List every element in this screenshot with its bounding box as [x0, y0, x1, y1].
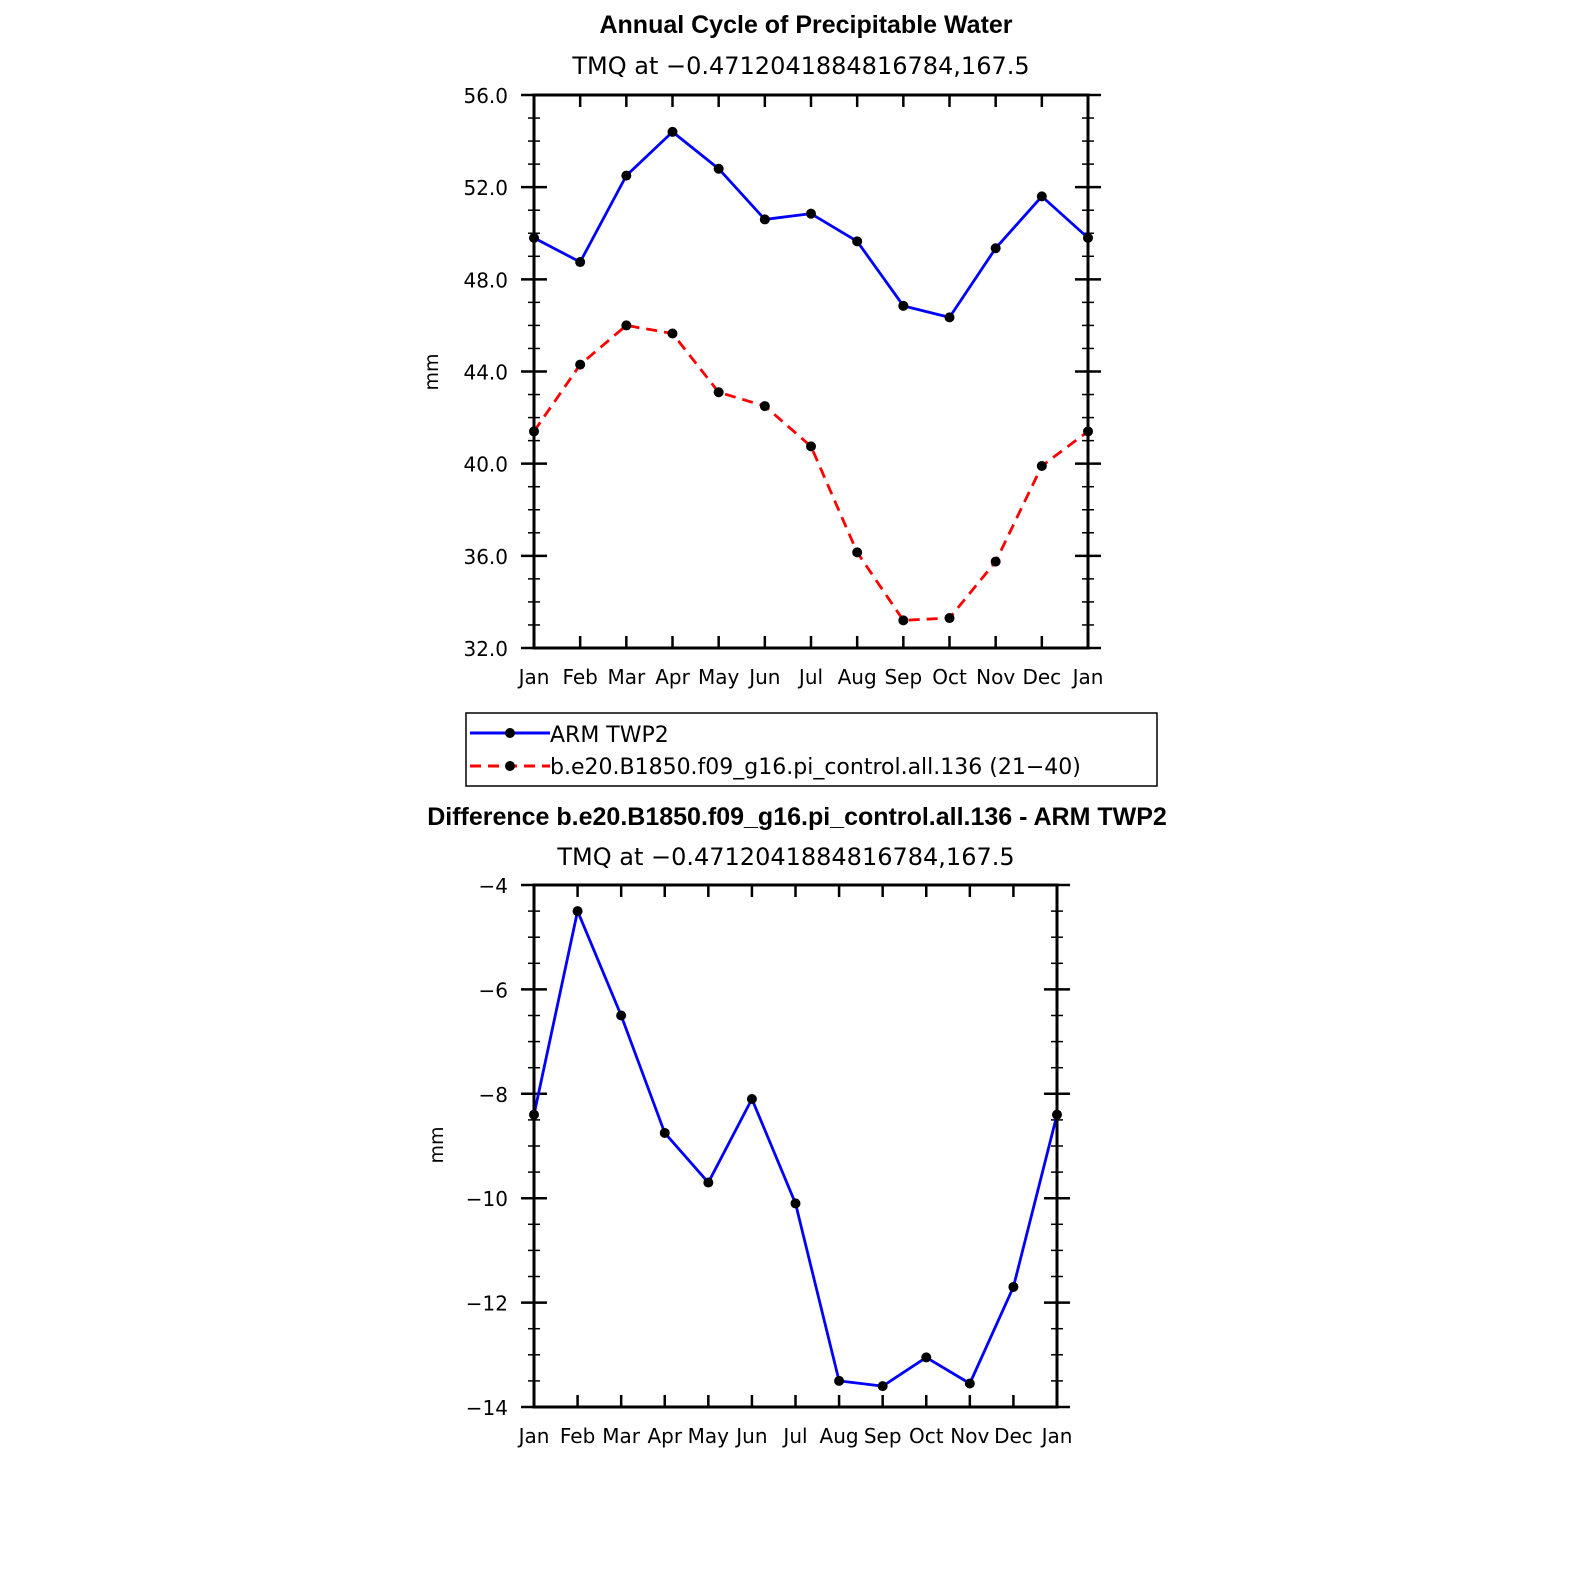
chart2-series-0-line — [532, 909, 1059, 1388]
chart1-x-tick-label: Dec — [1022, 665, 1061, 689]
chart1-series-0-point — [759, 214, 770, 225]
chart2-series-0-point — [572, 906, 583, 917]
chart2-x-tick-label: Mar — [602, 1424, 641, 1448]
legend-label-model: b.e20.B1850.f09_g16.pi_control.all.136 (… — [550, 755, 1081, 780]
chart1-x-tick-label: Nov — [976, 665, 1015, 689]
chart1-series-1-point — [990, 556, 1001, 567]
chart2-x-tick-label: Jun — [734, 1424, 767, 1448]
chart1-series-1-point — [944, 613, 955, 624]
chart1-x-tick-label: Oct — [932, 665, 967, 689]
chart1-x-tick-label: Jul — [797, 665, 823, 689]
chart1-series-1-point — [621, 320, 632, 331]
chart2-x-tick-label: Dec — [994, 1424, 1033, 1448]
chart1-plot-frame — [532, 93, 1090, 650]
chart2-x-tick-label: Jan — [517, 1424, 550, 1448]
chart1-series-0-point — [621, 170, 632, 181]
legend-marker-arm — [505, 728, 515, 738]
chart1-series-1-point — [667, 328, 678, 339]
chart2-y-tick-label: −4 — [479, 874, 508, 898]
chart1-x-tick-label: Apr — [655, 665, 690, 689]
chart2-x-tick-label: Feb — [560, 1424, 595, 1448]
chart1-x-tick-label: May — [698, 665, 740, 689]
chart2-y-axis-label: mm — [426, 1126, 448, 1163]
chart2-series-0-point — [834, 1375, 845, 1386]
chart1-x-tick-label: Jan — [1071, 665, 1104, 689]
chart1-series-1-point — [575, 359, 586, 370]
chart1-x-tick-label: Jan — [517, 665, 550, 689]
chart2-title: Difference b.e20.B1850.f09_g16.pi_contro… — [427, 803, 1167, 831]
chart1-series-1-line — [532, 324, 1089, 622]
chart2-y-tick-label: −14 — [466, 1396, 508, 1420]
chart1-y-tick-label: 36.0 — [463, 545, 508, 569]
chart2-x-tick-label: Jan — [1040, 1424, 1073, 1448]
chart1-x-tick-label: Feb — [562, 665, 597, 689]
chart1-x-tick-label: Sep — [884, 665, 922, 689]
chart2-x-tick-label: Nov — [950, 1424, 989, 1448]
chart1-x-tick-label: Aug — [838, 665, 877, 689]
chart1-y-tick-label: 44.0 — [463, 361, 508, 385]
chart2-series-0-point — [659, 1127, 670, 1138]
chart2-y-tick-label: −6 — [479, 978, 508, 1002]
chart1-series-1-point — [713, 387, 724, 398]
chart1-y-tick-label: 40.0 — [463, 453, 508, 477]
chart1-series-1-point — [806, 441, 816, 452]
chart2-plot-frame — [532, 883, 1059, 1409]
chart2-series-0-point — [616, 1010, 627, 1021]
chart2-y-tick-label: −12 — [466, 1292, 508, 1316]
chart1-x-tick-label: Jun — [747, 665, 780, 689]
chart1-series-0-point — [575, 257, 586, 268]
chart2-x-tick-label: Oct — [909, 1424, 944, 1448]
chart1-series-0-point — [713, 163, 724, 174]
chart2-x-tick-label: Jul — [781, 1424, 807, 1448]
chart2-y-tick-label: −10 — [466, 1187, 508, 1211]
annual-cycle-chart: Annual Cycle of Precipitable Water TMQ a… — [421, 11, 1103, 689]
legend-box — [465, 712, 1158, 787]
chart1-series-0-point — [852, 236, 863, 247]
chart1-title: Annual Cycle of Precipitable Water — [599, 11, 1012, 39]
chart1-y-axis-label: mm — [421, 353, 443, 390]
chart2-series-0-point — [877, 1381, 888, 1392]
chart2-subtitle: TMQ at −0.4712041884816784,167.5 — [556, 843, 1014, 871]
chart2-series-0-point — [703, 1177, 714, 1188]
chart1-legend: ARM TWP2 b.e20.B1850.f09_g16.pi_control.… — [465, 712, 1158, 787]
chart1-y-tick-label: 48.0 — [463, 268, 508, 292]
chart1-subtitle: TMQ at −0.4712041884816784,167.5 — [571, 52, 1029, 80]
chart2-y-tick-label: −8 — [479, 1083, 508, 1107]
chart2-x-tick-label: Sep — [864, 1424, 902, 1448]
chart1-series-0-point — [990, 243, 1001, 254]
chart2-series-0-point — [746, 1094, 757, 1105]
chart1-series-0-point — [806, 208, 816, 219]
chart1-y-tick-label: 56.0 — [463, 84, 508, 108]
chart1-series-0-point — [667, 126, 678, 137]
legend-label-arm: ARM TWP2 — [550, 723, 669, 748]
chart1-series-0-point — [944, 312, 955, 323]
chart2-x-tick-label: May — [688, 1424, 730, 1448]
legend-marker-model — [505, 761, 515, 771]
difference-chart: Difference b.e20.B1850.f09_g16.pi_contro… — [426, 803, 1167, 1448]
chart2-series-0-point — [790, 1198, 801, 1209]
chart2-series-0-point — [1008, 1281, 1019, 1292]
chart2-series-0-point — [964, 1378, 975, 1389]
chart1-x-tick-label: Mar — [607, 665, 646, 689]
chart1-series-0-point — [898, 300, 909, 311]
chart1-series-1-point — [898, 615, 909, 626]
chart1-y-tick-label: 32.0 — [463, 637, 508, 661]
chart2-x-tick-label: Apr — [647, 1424, 682, 1448]
chart2-series-0-point — [921, 1352, 932, 1363]
chart1-y-tick-label: 52.0 — [463, 176, 508, 200]
chart1-series-1-point — [1036, 460, 1047, 471]
chart1-series-0-point — [1036, 191, 1047, 202]
chart2-x-tick-label: Aug — [820, 1424, 859, 1448]
chart1-series-0-line — [533, 130, 1089, 319]
chart1-series-1-point — [759, 401, 770, 412]
chart1-series-1-point — [852, 547, 863, 558]
